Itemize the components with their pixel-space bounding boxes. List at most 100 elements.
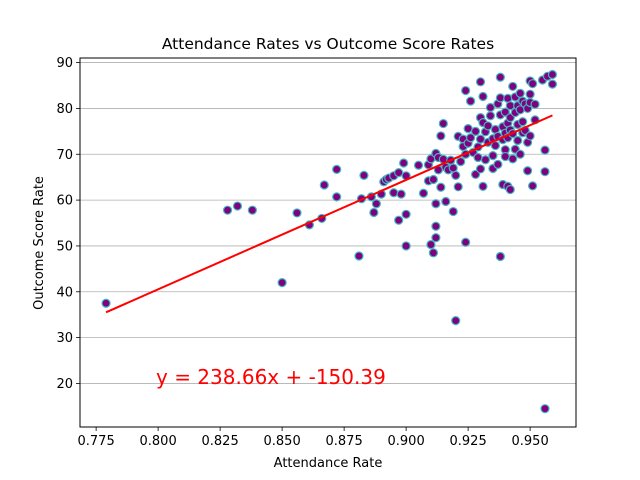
- data-point: [505, 101, 515, 111]
- data-point: [527, 79, 538, 89]
- y-tick-label: 50: [56, 239, 73, 254]
- x-tick-label: 0.800: [140, 434, 177, 449]
- data-point: [547, 69, 558, 80]
- data-point: [319, 180, 329, 190]
- data-point: [480, 155, 491, 165]
- data-point: [547, 79, 558, 89]
- data-point: [495, 93, 505, 103]
- data-point: [523, 166, 533, 176]
- data-point: [483, 121, 493, 131]
- data-point: [428, 174, 438, 185]
- data-point: [389, 188, 399, 198]
- data-point: [451, 316, 461, 326]
- data-point: [461, 85, 471, 96]
- data-point: [475, 77, 486, 87]
- data-point: [396, 189, 406, 199]
- data-point: [495, 251, 505, 262]
- data-point: [540, 167, 550, 177]
- data-point: [505, 184, 515, 195]
- data-point: [463, 123, 473, 134]
- y-tick-label: 90: [56, 56, 73, 71]
- data-point: [485, 111, 496, 121]
- regression-line: [105, 114, 553, 314]
- data-point: [438, 118, 448, 129]
- y-tick-label: 60: [56, 194, 73, 209]
- plot-frame: [79, 57, 577, 428]
- data-point: [436, 182, 446, 192]
- data-point: [222, 205, 233, 215]
- data-point: [451, 170, 461, 180]
- data-point: [527, 181, 538, 191]
- data-point: [359, 170, 369, 180]
- y-axis-label: Outcome Score Rate: [32, 176, 47, 310]
- data-point: [426, 239, 436, 250]
- data-point: [473, 152, 483, 163]
- data-points: [101, 69, 558, 414]
- data-point: [332, 164, 342, 174]
- data-point: [453, 182, 463, 192]
- x-axis-label: Attendance Rate: [274, 456, 383, 471]
- data-point: [436, 131, 446, 141]
- y-axis-ticks: 20 30 40 50 60 70 80 90: [56, 56, 80, 392]
- data-point: [540, 145, 550, 155]
- data-point: [418, 188, 429, 198]
- data-point: [478, 181, 488, 191]
- data-point: [101, 298, 111, 308]
- data-point: [475, 134, 486, 144]
- data-point: [493, 159, 503, 169]
- regression-equation: y = 238.66x + -150.39: [156, 365, 386, 389]
- data-point: [485, 102, 496, 113]
- data-point: [518, 117, 528, 127]
- data-point: [394, 167, 404, 178]
- data-point: [431, 233, 441, 243]
- data-point: [508, 154, 518, 164]
- y-tick-label: 40: [56, 285, 73, 300]
- x-tick-label: 0.875: [326, 434, 363, 449]
- data-point: [478, 91, 488, 102]
- data-point: [500, 151, 510, 162]
- data-point: [394, 215, 404, 225]
- data-point: [401, 241, 411, 251]
- data-point: [441, 196, 451, 207]
- x-tick-label: 0.850: [264, 434, 301, 449]
- data-point: [515, 88, 525, 98]
- data-point: [399, 158, 409, 168]
- data-point: [466, 133, 476, 143]
- data-point: [332, 192, 342, 202]
- data-point: [540, 404, 550, 414]
- x-tick-label: 0.950: [512, 434, 549, 449]
- chart-title: Attendance Rates vs Outcome Score Rates: [162, 35, 494, 53]
- x-tick-label: 0.925: [450, 434, 487, 449]
- data-point: [515, 149, 525, 159]
- data-point: [401, 209, 411, 219]
- x-tick-label: 0.900: [388, 434, 425, 449]
- data-point: [475, 164, 486, 174]
- data-point: [428, 248, 438, 258]
- data-point: [277, 278, 287, 288]
- y-tick-label: 70: [56, 148, 73, 163]
- data-point: [247, 205, 257, 215]
- data-point: [371, 199, 381, 209]
- x-tick-label: 0.825: [202, 434, 239, 449]
- data-point: [513, 135, 523, 146]
- data-point: [525, 131, 535, 141]
- data-point: [508, 81, 518, 92]
- data-point: [354, 251, 364, 261]
- data-point: [456, 156, 466, 167]
- plot-area: [80, 58, 576, 427]
- data-point: [232, 201, 243, 211]
- x-tick-label: 0.775: [78, 434, 115, 449]
- data-point: [369, 207, 379, 218]
- data-point: [495, 72, 505, 82]
- y-tick-label: 30: [56, 331, 73, 346]
- y-tick-label: 20: [56, 377, 73, 392]
- x-axis-ticks: 0.775 0.800 0.825 0.850 0.875 0.900 0.925 0.950: [78, 427, 549, 449]
- data-point: [466, 96, 476, 106]
- data-point: [413, 160, 424, 170]
- data-point: [448, 206, 458, 217]
- data-point: [292, 208, 302, 218]
- data-point: [431, 199, 441, 209]
- data-point: [470, 126, 481, 136]
- data-point: [431, 221, 441, 231]
